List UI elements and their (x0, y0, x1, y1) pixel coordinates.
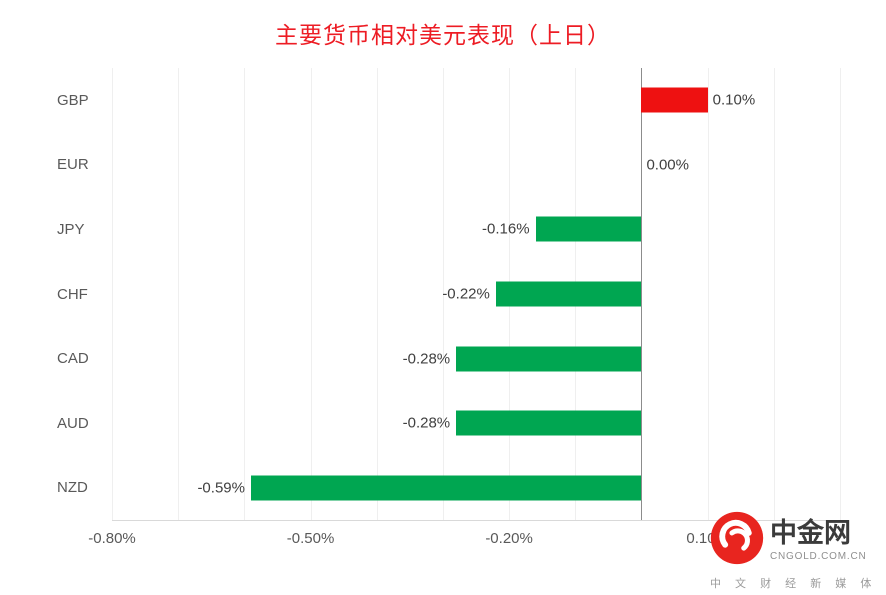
cngold-logo-icon (710, 511, 764, 570)
bar-row: -0.28% (112, 326, 840, 391)
value-label: 0.10% (712, 91, 756, 109)
data-bar (456, 346, 642, 372)
category-label: CAD (57, 350, 89, 368)
brand-domain: CNGOLD.COM.CN (770, 550, 867, 562)
category-label: EUR (57, 156, 89, 174)
plot-area: 0.10% 0.00% -0.16% -0.22% -0.28% -0.28% -0.59% (112, 68, 841, 521)
brand-name: 中金网 (770, 518, 851, 549)
value-label: -0.28% (402, 414, 451, 432)
bar-row: -0.59% (112, 455, 840, 520)
value-label: -0.22% (442, 285, 490, 303)
gridline (310, 68, 312, 520)
gridline (442, 68, 444, 520)
data-bar (495, 281, 642, 307)
x-tick-label: -0.80% (88, 530, 136, 547)
gridline (178, 68, 180, 520)
value-label: -0.59% (197, 479, 245, 497)
bar-row: -0.28% (112, 391, 840, 456)
data-bar (456, 410, 642, 436)
category-label: JPY (57, 220, 85, 238)
x-tick-label: -0.50% (286, 530, 335, 547)
category-label: CHF (57, 285, 88, 303)
bar-row: -0.16% (112, 197, 840, 262)
category-label: AUD (57, 414, 89, 432)
data-bar (535, 216, 642, 242)
gridline (112, 68, 113, 520)
bar-row: 0.10% (112, 68, 840, 133)
brand-watermark: 中金网 CNGOLD.COM.CN 中 文 财 经 新 媒 体 (710, 511, 882, 591)
bar-row: -0.22% (112, 262, 840, 327)
x-axis-labels: -0.80% -0.50% -0.20% 0.10% (88, 530, 840, 552)
chart-title: 主要货币相对美元表现（上日） (275, 22, 611, 48)
value-label: -0.28% (402, 350, 451, 368)
gridline (707, 68, 709, 520)
value-label: 0.00% (646, 156, 689, 174)
data-bar (641, 87, 708, 113)
category-label: GBP (57, 91, 89, 109)
data-bar (250, 475, 642, 501)
brand-row: 中金网 CNGOLD.COM.CN (710, 511, 882, 570)
gridline (773, 68, 775, 520)
zero-axis-line (641, 68, 643, 520)
brand-tagline: 中 文 财 经 新 媒 体 (710, 578, 877, 590)
gridline (840, 68, 841, 520)
x-tick-label: -0.20% (485, 530, 533, 547)
bar-row: 0.00% (112, 133, 840, 198)
value-label: -0.16% (482, 220, 530, 238)
brand-text-block: 中金网 CNGOLD.COM.CN (770, 518, 867, 562)
y-axis-labels: GBP EUR JPY CHF CAD AUD NZD (0, 68, 112, 520)
gridline (376, 68, 378, 520)
gridline (244, 68, 246, 520)
category-label: NZD (57, 479, 88, 497)
